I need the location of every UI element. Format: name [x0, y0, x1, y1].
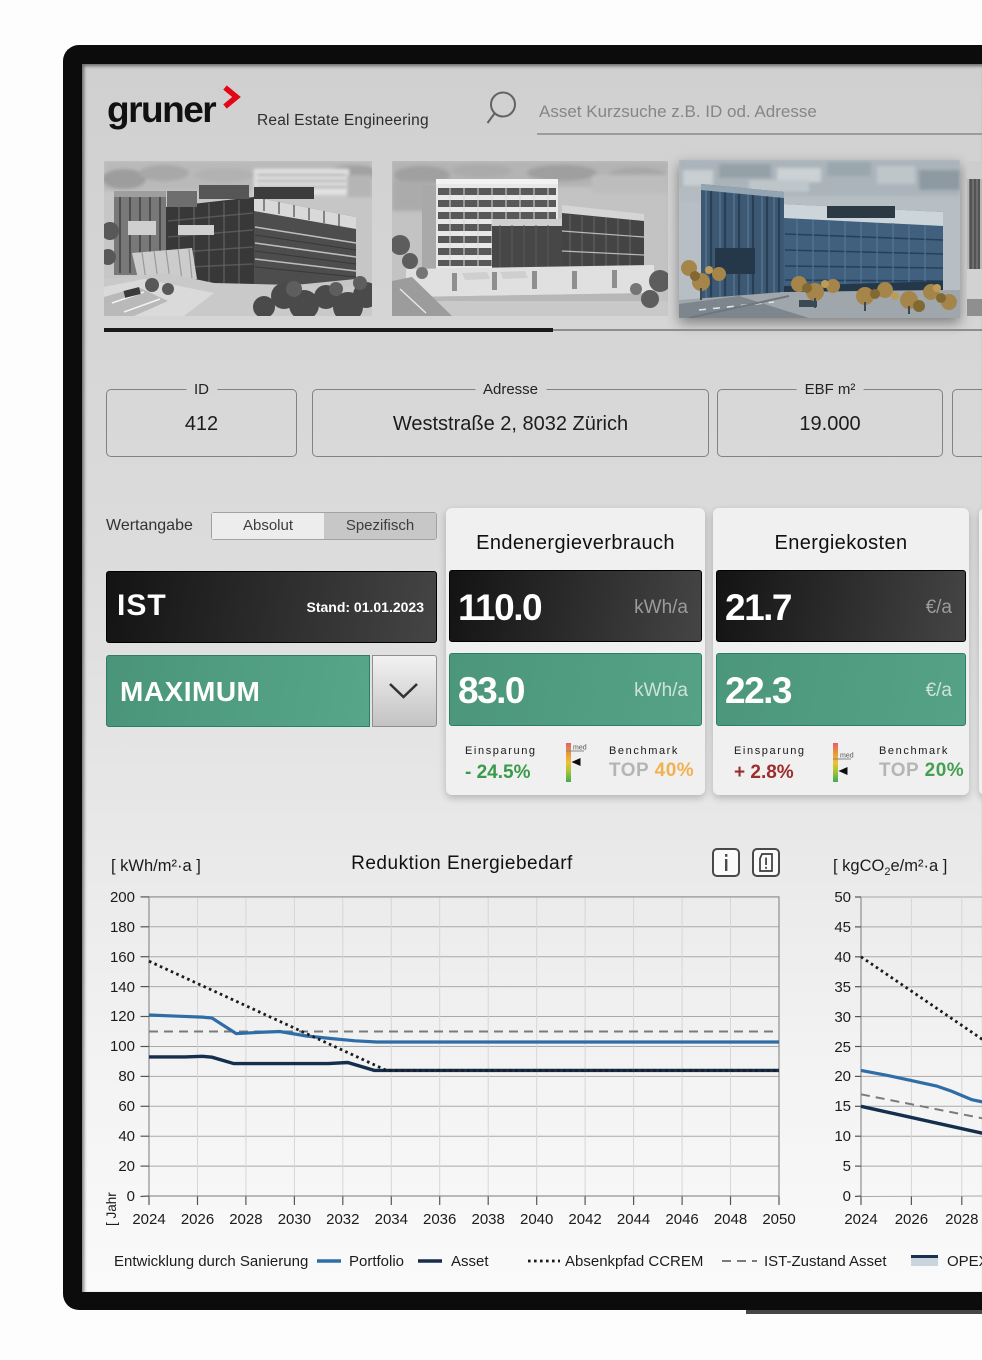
svg-text:5: 5 — [843, 1158, 851, 1175]
svg-text:Portfolio: Portfolio — [349, 1253, 404, 1270]
svg-text:40: 40 — [834, 949, 851, 966]
svg-text:140: 140 — [110, 979, 135, 996]
svg-text:40: 40 — [118, 1128, 135, 1145]
svg-text:100: 100 — [110, 1038, 135, 1055]
svg-text:OPEX: OPEX — [947, 1253, 982, 1270]
svg-text:2028: 2028 — [229, 1211, 262, 1228]
svg-text:2042: 2042 — [568, 1211, 601, 1228]
svg-text:2026: 2026 — [895, 1211, 928, 1228]
svg-text:80: 80 — [118, 1068, 135, 1085]
svg-text:Entwicklung durch Sanierung: Entwicklung durch Sanierung — [114, 1253, 308, 1270]
svg-text:2040: 2040 — [520, 1211, 553, 1228]
svg-text:2028: 2028 — [945, 1211, 978, 1228]
svg-text:Absenkpfad CCREM: Absenkpfad CCREM — [565, 1253, 703, 1270]
svg-text:160: 160 — [110, 949, 135, 966]
svg-text:2034: 2034 — [375, 1211, 408, 1228]
svg-text:200: 200 — [110, 889, 135, 906]
svg-text:2026: 2026 — [181, 1211, 214, 1228]
svg-text:2032: 2032 — [326, 1211, 359, 1228]
svg-text:60: 60 — [118, 1098, 135, 1115]
svg-text:med: med — [840, 753, 854, 760]
svg-text:45: 45 — [834, 919, 851, 936]
svg-text:0: 0 — [127, 1188, 135, 1205]
svg-text:2044: 2044 — [617, 1211, 650, 1228]
svg-text:[ kWh/m²·a ]: [ kWh/m²·a ] — [111, 857, 201, 875]
svg-text:Asset: Asset — [451, 1253, 489, 1270]
svg-text:[ kgCO2e/m²·a ]: [ kgCO2e/m²·a ] — [833, 857, 947, 878]
svg-text:20: 20 — [834, 1068, 851, 1085]
svg-text:2024: 2024 — [132, 1211, 165, 1228]
svg-text:180: 180 — [110, 919, 135, 936]
svg-text:2024: 2024 — [844, 1211, 877, 1228]
svg-text:2036: 2036 — [423, 1211, 456, 1228]
svg-text:med: med — [573, 745, 587, 752]
svg-text:2050: 2050 — [762, 1211, 795, 1228]
svg-text:50: 50 — [834, 889, 851, 906]
svg-text:25: 25 — [834, 1039, 851, 1056]
svg-text:Reduktion Energiebedarf: Reduktion Energiebedarf — [351, 853, 573, 874]
svg-text:[ Jahr: [ Jahr — [104, 1192, 119, 1226]
svg-text:15: 15 — [834, 1098, 851, 1115]
svg-text:10: 10 — [834, 1128, 851, 1145]
svg-text:30: 30 — [834, 1009, 851, 1026]
svg-text:0: 0 — [843, 1188, 851, 1205]
svg-text:120: 120 — [110, 1008, 135, 1025]
svg-text:35: 35 — [834, 979, 851, 996]
svg-text:2038: 2038 — [472, 1211, 505, 1228]
svg-text:20: 20 — [118, 1158, 135, 1175]
svg-text:2048: 2048 — [714, 1211, 747, 1228]
svg-text:IST-Zustand Asset: IST-Zustand Asset — [764, 1253, 887, 1270]
svg-text:2046: 2046 — [665, 1211, 698, 1228]
svg-text:2030: 2030 — [278, 1211, 311, 1228]
